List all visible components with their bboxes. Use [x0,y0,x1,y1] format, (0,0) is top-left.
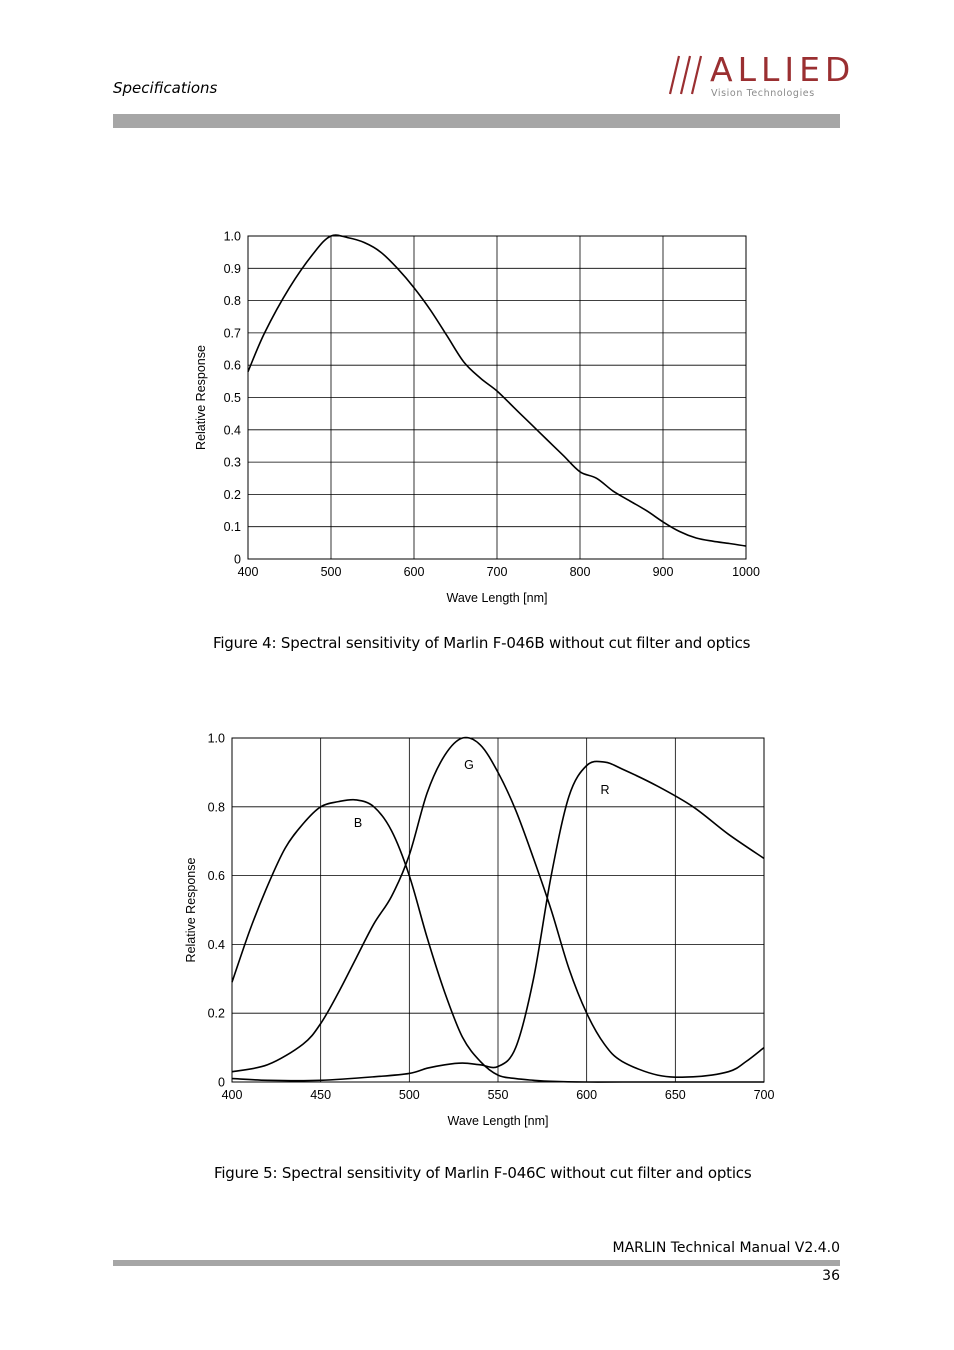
x-tick-label: 600 [576,1088,597,1102]
x-tick-label: 400 [238,565,259,579]
x-axis-label: Wave Length [nm] [447,591,548,605]
series-label-b: B [354,816,362,830]
logo-word: ALLIED [710,50,856,89]
x-tick-label: 500 [321,565,342,579]
y-tick-label: 0 [234,553,241,567]
allied-logo: ALLIED Vision Technologies [666,52,850,102]
plot-frame [231,737,765,1083]
x-tick-label: 1000 [732,565,760,579]
header-rule [113,114,840,128]
figure-4-caption: Figure 4: Spectral sensitivity of Marlin… [213,634,751,652]
x-tick-label: 400 [222,1088,243,1102]
x-tick-label: 550 [488,1088,509,1102]
y-tick-label: 0.4 [224,423,241,437]
section-title: Specifications [113,79,218,97]
y-tick-label: 0.7 [224,326,241,340]
page-number: 36 [822,1268,840,1284]
y-tick-label: 0.8 [224,294,241,308]
y-tick-label: 0.2 [224,488,241,502]
y-tick-label: 0.3 [224,456,241,470]
y-tick-label: 1.0 [208,732,225,746]
y-tick-label: 0 [218,1076,225,1090]
x-tick-label: 800 [570,565,591,579]
figure-5-caption: Figure 5: Spectral sensitivity of Marlin… [214,1164,752,1182]
y-tick-label: 0.5 [224,391,241,405]
grid [248,236,746,559]
x-tick-label: 500 [399,1088,420,1102]
series-label-g: G [464,758,474,772]
x-tick-label: 900 [653,565,674,579]
series-line [247,234,747,547]
y-tick-label: 0.6 [208,869,225,883]
x-tick-label: 700 [754,1088,775,1102]
series-line-b [231,798,764,1083]
grid [232,738,764,1082]
y-tick-label: 0.9 [224,262,241,276]
footer-rule [113,1260,840,1266]
x-tick-label: 600 [404,565,425,579]
series-label-r: R [600,783,609,797]
logo-tagline: Vision Technologies [711,88,815,99]
y-tick-label: 0.4 [208,938,225,952]
y-axis-label: Relative Response [194,345,208,450]
x-tick-label: 450 [310,1088,331,1102]
x-tick-label: 700 [487,565,508,579]
y-tick-label: 0.1 [224,520,241,534]
x-tick-label: 650 [665,1088,686,1102]
chart-figure-4: 400 500 600 700 800 900 1000 0 0.1 0.2 0.3 0.4 0.5 0.… [194,230,760,606]
logo-slashes-icon [668,55,703,95]
y-tick-label: 0.2 [208,1007,225,1021]
plot-frame [247,235,747,560]
y-tick-label: 1.0 [224,230,241,244]
y-axis-label: Relative Response [184,857,198,962]
manual-title: MARLIN Technical Manual V2.4.0 [612,1240,841,1256]
x-axis-label: Wave Length [nm] [448,1114,549,1128]
series-line-r [231,760,765,1082]
y-tick-label: 0.6 [224,359,241,373]
series-line-g [231,736,765,1079]
chart-figure-5: 400 450 500 550 600 650 700 0 0.2 0.4 0.6 0.8 1.0 Wav… [184,732,775,1129]
y-tick-label: 0.8 [208,800,225,814]
